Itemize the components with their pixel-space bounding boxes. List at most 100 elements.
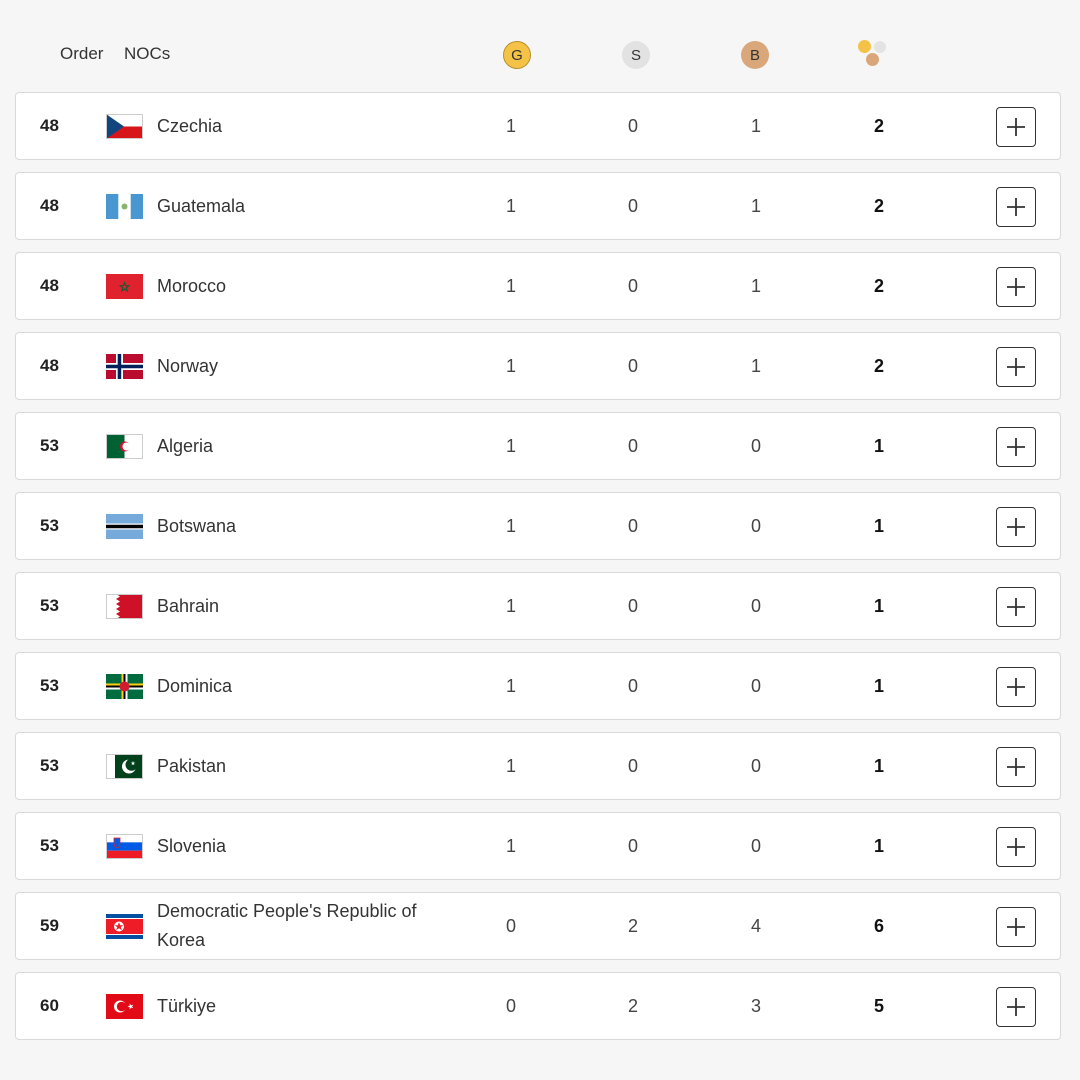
country-name[interactable]: Türkiye (157, 995, 217, 1016)
silver-count: 0 (627, 595, 638, 616)
rank: 59 (40, 916, 59, 935)
nocs-column-header[interactable]: NOCs (124, 44, 171, 63)
expand-button[interactable] (996, 747, 1036, 787)
country-name[interactable]: Algeria (157, 435, 214, 456)
expand-button[interactable] (996, 507, 1036, 547)
guatemala-flag (106, 194, 143, 219)
expand-button[interactable] (996, 987, 1036, 1027)
silver-count: 0 (627, 675, 638, 696)
rank: 48 (40, 116, 59, 135)
table-row: 60 Türkiye 0 2 3 5 (15, 972, 1061, 1040)
plus-icon (1007, 998, 1025, 1016)
silver-count: 0 (627, 435, 638, 456)
gold-count: 1 (505, 435, 516, 456)
total-count: 5 (873, 995, 884, 1016)
gold-count: 1 (505, 515, 516, 536)
gold-medal-icon[interactable]: G (503, 41, 531, 69)
algeria-flag (106, 434, 143, 459)
slovenia-flag (106, 834, 143, 859)
country-name[interactable]: Pakistan (157, 755, 227, 776)
country-name[interactable]: Morocco (157, 275, 227, 296)
order-column-header[interactable]: Order (60, 44, 104, 63)
bronze-count: 0 (750, 675, 761, 696)
gold-count: 1 (505, 755, 516, 776)
silver-count: 0 (627, 115, 638, 136)
bronze-count: 0 (750, 835, 761, 856)
expand-button[interactable] (996, 267, 1036, 307)
total-count: 1 (873, 595, 884, 616)
bronze-count: 4 (750, 915, 761, 936)
silver-count: 0 (627, 195, 638, 216)
total-count: 6 (873, 915, 884, 936)
rank: 53 (40, 436, 59, 455)
total-count: 2 (873, 115, 884, 136)
rank: 53 (40, 676, 59, 695)
bronze-medal-icon[interactable]: B (741, 41, 769, 69)
silver-count: 0 (627, 275, 638, 296)
gold-count: 0 (505, 995, 516, 1016)
gold-count: 1 (505, 675, 516, 696)
norway-flag (106, 354, 143, 379)
bronze-count: 0 (750, 515, 761, 536)
plus-icon (1007, 918, 1025, 936)
gold-count: 0 (505, 915, 516, 936)
botswana-flag (106, 514, 143, 539)
plus-icon (1007, 678, 1025, 696)
expand-button[interactable] (996, 107, 1036, 147)
table-row: 53 Slovenia 1 0 0 1 (15, 812, 1061, 880)
expand-button[interactable] (996, 187, 1036, 227)
country-name[interactable]: Bahrain (157, 595, 220, 616)
rank: 53 (40, 516, 59, 535)
plus-icon (1007, 838, 1025, 856)
table-row: 48 Morocco 1 0 1 2 (15, 252, 1061, 320)
total-count: 1 (873, 675, 884, 696)
table-row: 48 Czechia 1 0 1 2 (15, 92, 1061, 160)
silver-count: 0 (627, 515, 638, 536)
country-name[interactable]: Norway (157, 355, 219, 376)
total-count: 2 (873, 195, 884, 216)
gold-count: 1 (505, 595, 516, 616)
silver-count: 2 (627, 915, 638, 936)
rank: 48 (40, 196, 59, 215)
country-name[interactable]: Dominica (157, 675, 233, 696)
expand-button[interactable] (996, 347, 1036, 387)
total-count: 1 (873, 515, 884, 536)
rank: 53 (40, 596, 59, 615)
silver-medal-icon[interactable]: S (622, 41, 650, 69)
bronze-count: 1 (750, 355, 761, 376)
bronze-count: 3 (750, 995, 761, 1016)
morocco-flag (106, 274, 143, 299)
bronze-count: 0 (750, 755, 761, 776)
turkiye-flag (106, 994, 143, 1019)
total-medals-icon[interactable] (856, 40, 892, 70)
expand-button[interactable] (996, 827, 1036, 867)
dprk-flag (106, 914, 143, 939)
silver-count: 0 (627, 355, 638, 376)
total-count: 1 (873, 435, 884, 456)
dominica-flag (106, 674, 143, 699)
country-name[interactable]: Czechia (157, 115, 223, 136)
table-header: Order NOCs G S B (0, 0, 1080, 92)
table-row: 53 Algeria 1 0 0 1 (15, 412, 1061, 480)
country-name[interactable]: Democratic People's Republic of Korea (157, 901, 417, 950)
country-name[interactable]: Slovenia (157, 835, 227, 856)
expand-button[interactable] (996, 427, 1036, 467)
pakistan-flag (106, 754, 143, 779)
bronze-count: 1 (750, 195, 761, 216)
table-row: 53 Pakistan 1 0 0 1 (15, 732, 1061, 800)
plus-icon (1007, 358, 1025, 376)
expand-button[interactable] (996, 587, 1036, 627)
table-row: 59 Democratic People's Republic of Korea… (15, 892, 1061, 960)
silver-count: 2 (627, 995, 638, 1016)
country-name[interactable]: Guatemala (157, 195, 246, 216)
total-count: 2 (873, 275, 884, 296)
expand-button[interactable] (996, 907, 1036, 947)
table-row: 53 Botswana 1 0 0 1 (15, 492, 1061, 560)
medal-table: 48 Czechia 1 0 1 2 48 Guatemala 1 0 1 2 … (15, 92, 1061, 1052)
silver-count: 0 (627, 755, 638, 776)
gold-count: 1 (505, 195, 516, 216)
country-name[interactable]: Botswana (157, 515, 237, 536)
expand-button[interactable] (996, 667, 1036, 707)
plus-icon (1007, 278, 1025, 296)
rank: 48 (40, 276, 59, 295)
